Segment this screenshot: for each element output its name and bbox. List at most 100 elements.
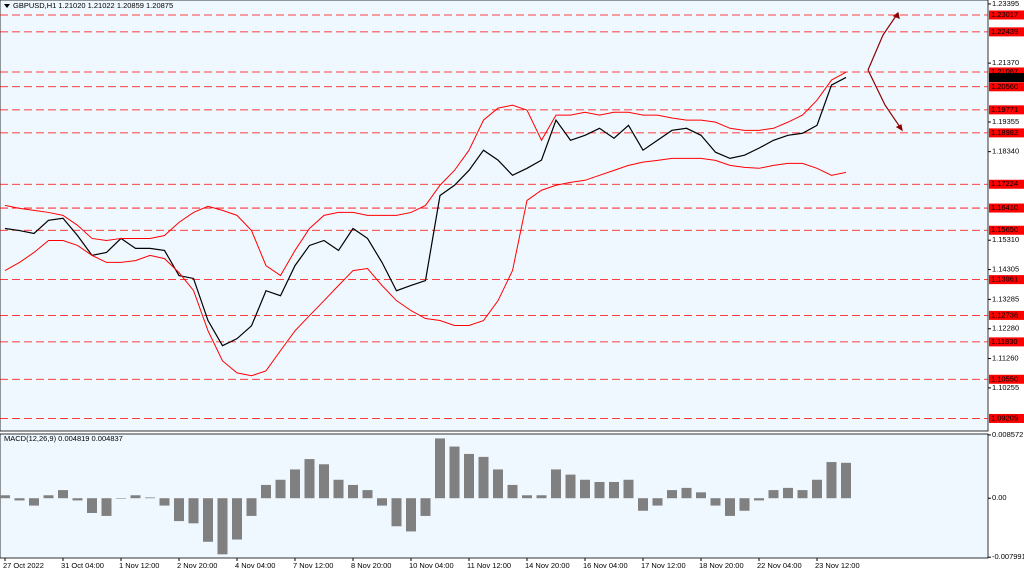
macd-bar	[406, 498, 416, 532]
macd-bar	[536, 495, 547, 499]
macd-bar	[290, 469, 300, 499]
y-tick-label: 0.008572	[992, 430, 1023, 439]
macd-bar	[130, 495, 141, 499]
macd-bar	[319, 464, 329, 499]
macd-bar	[188, 498, 199, 524]
level-badge	[989, 337, 1024, 347]
macd-bar	[551, 469, 561, 499]
macd-bar	[391, 498, 402, 527]
level-badge	[989, 27, 1024, 37]
level-badge	[989, 10, 1024, 20]
macd-bar	[493, 469, 503, 499]
macd-bar	[812, 479, 822, 499]
macd-bar	[638, 498, 648, 511]
price-line	[4, 76, 847, 347]
macd-bar	[783, 487, 793, 499]
macd-bar	[362, 490, 373, 499]
macd-bar	[594, 481, 605, 499]
level-label: 1.09209	[991, 413, 1018, 422]
level-label: 1.22439	[991, 27, 1018, 36]
x-tick-label: 31 Oct 04:00	[61, 561, 104, 570]
current-price-label: 1.20875	[991, 73, 1018, 82]
level-label: 1.18982	[991, 128, 1018, 137]
y-tick-label: 1.21370	[992, 58, 1019, 67]
x-tick-label: 17 Nov 12:00	[641, 561, 686, 570]
macd-bar	[174, 498, 184, 522]
macd-bar	[464, 453, 474, 499]
x-tick-label: 14 Nov 20:00	[525, 561, 570, 570]
forecast-arrows	[867, 11, 903, 132]
x-tick-label: 1 Nov 12:00	[119, 561, 159, 570]
y-tick-label: -0.007991	[992, 552, 1024, 561]
macd-bar	[478, 456, 489, 499]
level-badge	[989, 67, 1024, 77]
level-label: 1.20560	[991, 82, 1018, 91]
x-tick-label: 4 Nov 04:00	[235, 561, 275, 570]
level-label: 1.15650	[991, 225, 1018, 234]
macd-bar	[159, 498, 170, 506]
x-tick-label: 18 Nov 20:00	[699, 561, 744, 570]
macd-bar	[261, 484, 271, 499]
level-badge	[989, 203, 1024, 213]
macd-bar	[246, 498, 257, 516]
macd-bar	[580, 479, 590, 499]
macd-bar	[72, 498, 83, 501]
macd-bar	[710, 498, 721, 506]
macd-bar	[797, 490, 808, 499]
level-badge	[989, 275, 1024, 285]
macd-bar	[841, 462, 851, 499]
level-label: 1.10550	[991, 374, 1018, 383]
level-label: 1.17224	[991, 179, 1018, 188]
level-badge	[989, 179, 1024, 189]
level-label: 1.19771	[991, 105, 1018, 114]
macd-bar	[681, 487, 692, 499]
macd-bar	[116, 498, 126, 499]
macd-title: MACD(12,26,9) 0.004819 0.004837	[4, 434, 123, 443]
x-tick-label: 10 Nov 04:00	[409, 561, 454, 570]
level-label: 1.13961	[991, 275, 1018, 284]
y-tick-label: 1.18340	[992, 147, 1019, 156]
macd-bar	[43, 495, 54, 499]
x-tick-label: 7 Nov 12:00	[293, 561, 333, 570]
macd-bar	[754, 498, 764, 501]
macd-bar	[522, 495, 532, 499]
chart-title: GBPUSD,H1 1.21020 1.21022 1.20859 1.2087…	[13, 1, 173, 10]
macd-bar	[29, 498, 39, 506]
macd-bar	[217, 498, 228, 555]
macd-bar	[667, 490, 677, 499]
y-tick-label: 1.23395	[992, 0, 1019, 8]
y-tick-label: 1.13285	[992, 294, 1019, 303]
macd-bar	[14, 498, 25, 501]
macd-bar	[826, 462, 837, 499]
level-label: 1.11830	[991, 337, 1018, 346]
macd-bar	[449, 446, 460, 499]
macd-bar	[768, 490, 779, 499]
y-tick-label: 0.00	[992, 493, 1007, 502]
macd-bar	[101, 498, 112, 516]
macd-bar	[507, 484, 518, 499]
level-badge	[989, 105, 1024, 115]
y-tick-label: 1.12280	[992, 324, 1019, 333]
macd-bar	[623, 479, 634, 499]
macd-bar	[304, 459, 315, 499]
macd-bar	[739, 498, 750, 511]
level-badge	[989, 82, 1024, 92]
y-tick-label: 1.15310	[992, 235, 1019, 244]
x-tick-label: 2 Nov 20:00	[177, 561, 217, 570]
macd-bar	[696, 492, 706, 499]
macd-bar	[377, 498, 387, 506]
macd-bar	[145, 497, 155, 499]
macd-bar	[565, 474, 576, 499]
macd-bar	[420, 498, 431, 516]
level-label: 1.21067	[991, 67, 1018, 76]
bollinger-band	[4, 71, 847, 277]
x-tick-label: 22 Nov 04:00	[757, 561, 802, 570]
y-tick-label: 1.19355	[992, 117, 1019, 126]
macd-bar	[232, 498, 242, 540]
menu-icon[interactable]	[4, 4, 10, 8]
x-tick-label: 11 Nov 12:00	[467, 561, 511, 570]
level-badge	[989, 128, 1024, 138]
macd-bar	[609, 481, 619, 499]
macd-bar	[725, 498, 735, 516]
